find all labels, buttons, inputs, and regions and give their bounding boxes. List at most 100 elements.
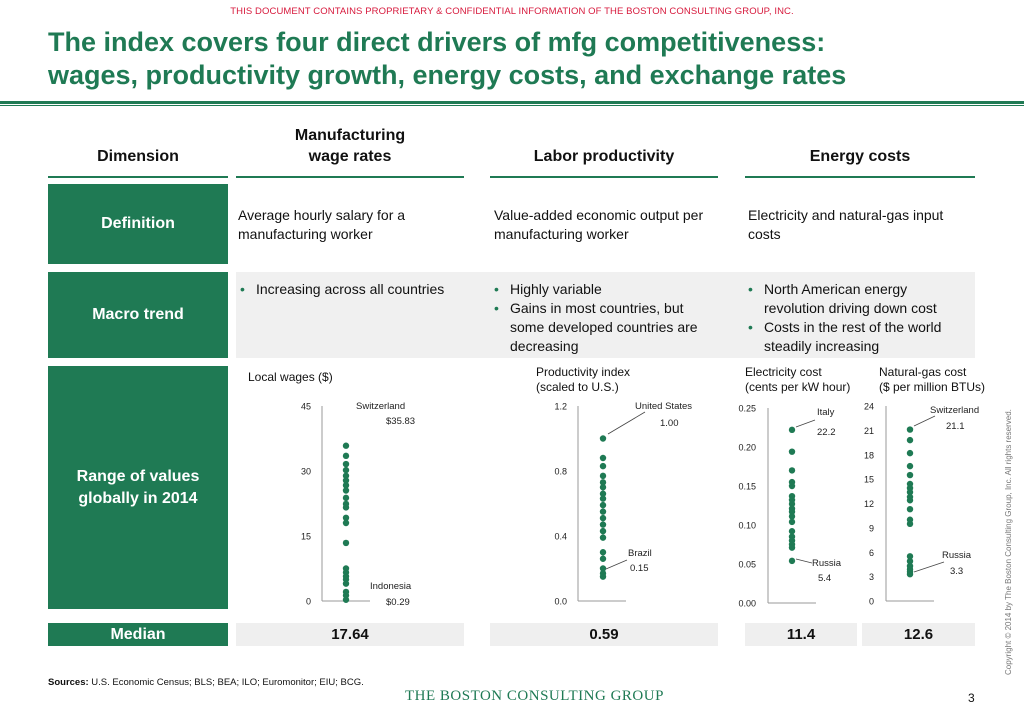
data-point — [788, 426, 796, 434]
annotation-name: Russia — [812, 558, 842, 569]
data-point — [599, 549, 607, 556]
data-point — [906, 436, 914, 444]
header-rule-wage — [236, 176, 464, 178]
header-rule-productivity — [490, 176, 718, 178]
annotation-leader — [607, 411, 646, 435]
sources-label: Sources: — [48, 677, 89, 688]
list-item: Costs in the rest of the world steadily … — [746, 318, 971, 356]
annotation-value: $0.29 — [386, 597, 410, 608]
data-point — [788, 513, 796, 520]
sources-note: Sources: U.S. Economic Census; BLS; BEA;… — [48, 677, 364, 688]
data-point — [342, 494, 350, 502]
data-point — [599, 495, 607, 502]
page-number: 3 — [968, 691, 975, 705]
title-line-2: wages, productivity growth, energy costs… — [48, 60, 847, 90]
data-point — [788, 544, 796, 551]
data-point — [599, 462, 607, 470]
header-energy: Energy costs — [809, 148, 911, 165]
row-label-definition: Definition — [48, 184, 228, 264]
macro-trend-wage: Increasing across all countries — [238, 280, 463, 299]
y-tick-label: 0.4 — [554, 532, 567, 542]
y-tick-label: 3 — [869, 572, 874, 582]
list-item: Gains in most countries, but some develo… — [492, 299, 717, 356]
y-tick-label: 0 — [869, 597, 874, 607]
annotation-value: 5.4 — [818, 573, 831, 584]
range-label-line-2: globally in 2014 — [78, 489, 198, 507]
y-tick-label: 21 — [864, 426, 874, 436]
data-point — [342, 466, 350, 474]
header-rule-dimension — [48, 176, 228, 178]
annotation-name: United States — [635, 401, 692, 412]
y-tick-label: 45 — [301, 402, 311, 412]
median-gas: 12.6 — [862, 623, 975, 646]
data-point — [342, 472, 350, 479]
y-tick-label: 15 — [301, 532, 311, 542]
chart-title-electricity: Electricity cost (cents per kW hour) — [745, 365, 850, 395]
y-tick-label: 0.20 — [738, 443, 756, 453]
data-point — [342, 514, 350, 521]
header-rule-energy — [745, 176, 975, 178]
annotation-name: Brazil — [628, 548, 652, 559]
y-tick-label: 0.25 — [738, 404, 756, 414]
row-label-range: Range of values globally in 2014 — [48, 366, 228, 609]
annotation-leader — [913, 415, 936, 427]
median-electricity: 11.4 — [745, 623, 857, 646]
definition-productivity: Value-added economic output per manufact… — [494, 207, 704, 242]
data-point — [342, 477, 350, 484]
data-point — [599, 534, 607, 541]
median-wage: 17.64 — [236, 623, 464, 646]
definition-energy: Electricity and natural-gas input costs — [748, 207, 944, 242]
data-point — [788, 500, 796, 508]
chart-title-wages: Local wages ($) — [248, 370, 333, 384]
list-item: North American energy revolution driving… — [746, 280, 971, 318]
y-tick-label: 1.2 — [554, 402, 567, 412]
y-tick-label: 0.0 — [554, 597, 567, 607]
y-tick-label: 24 — [864, 402, 874, 412]
data-point — [342, 596, 350, 603]
header-productivity: Labor productivity — [533, 148, 675, 165]
annotation-value: 3.3 — [950, 566, 963, 577]
slide-title: The index covers four direct drivers of … — [48, 26, 1008, 92]
data-point — [599, 508, 607, 515]
sources-text: U.S. Economic Census; BLS; BEA; ILO; Eur… — [88, 677, 364, 688]
annotation-value: 22.2 — [817, 427, 836, 438]
data-point — [342, 592, 350, 599]
annotation-leader — [605, 559, 628, 570]
data-point — [906, 557, 914, 565]
annotation-name: Italy — [817, 407, 835, 418]
annotation-name: Switzerland — [930, 405, 979, 416]
annotation-value: $35.83 — [386, 416, 415, 427]
annotation-value: 0.15 — [630, 563, 649, 574]
data-point — [906, 497, 914, 504]
chart-title-productivity-line-1: Productivity index — [536, 365, 631, 379]
data-point — [342, 519, 350, 527]
data-point — [788, 518, 796, 526]
annotation-leader — [795, 419, 816, 428]
annotation-name: Russia — [942, 550, 972, 561]
data-point — [342, 487, 350, 494]
annotation-leader — [913, 561, 945, 573]
chart-title-electricity-line-2: (cents per kW hour) — [745, 380, 851, 394]
annotation-value: 21.1 — [946, 421, 965, 432]
data-point — [788, 448, 796, 455]
data-point — [788, 482, 796, 490]
data-point — [788, 557, 796, 565]
row-label-macro-trend: Macro trend — [48, 272, 228, 358]
y-tick-label: 15 — [864, 475, 874, 485]
row-label-median: Median — [48, 623, 228, 646]
annotation-leader — [795, 558, 813, 564]
header-dimension: Dimension — [97, 148, 179, 165]
data-point — [599, 501, 607, 509]
y-tick-label: 0.15 — [738, 482, 756, 492]
y-tick-label: 30 — [301, 467, 311, 477]
header-wage-line-2: wage rates — [308, 148, 392, 165]
data-point — [599, 573, 607, 580]
data-point — [342, 504, 350, 511]
data-point — [599, 490, 607, 497]
data-point — [788, 528, 796, 535]
data-point — [599, 454, 607, 462]
chart-title-productivity: Productivity index (scaled to U.S.) — [536, 365, 630, 395]
data-point — [906, 462, 914, 470]
chart-title-productivity-line-2: (scaled to U.S.) — [536, 380, 619, 394]
